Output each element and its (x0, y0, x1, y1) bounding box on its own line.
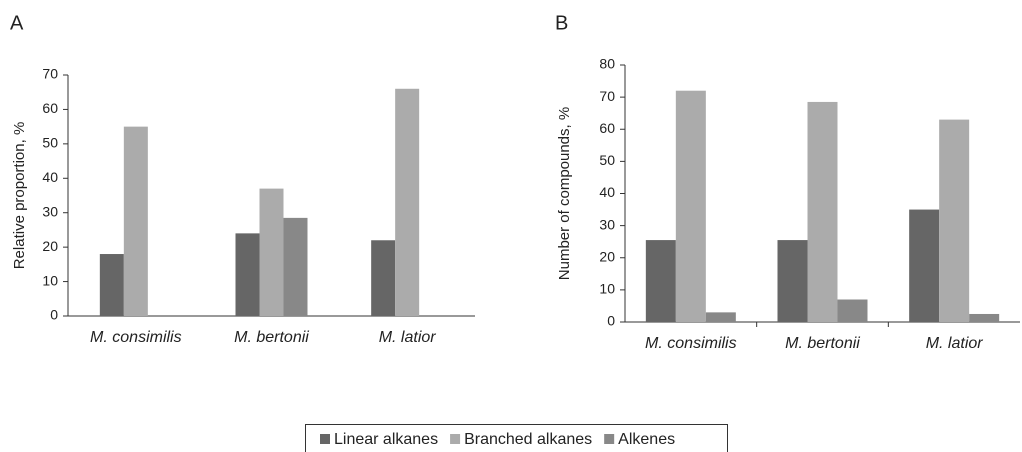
y-tick-label: 60 (599, 120, 615, 136)
x-tick-label: M. latior (379, 329, 437, 346)
bar (371, 240, 396, 316)
bar (777, 240, 808, 322)
bar (939, 119, 970, 322)
y-tick-label: 70 (599, 88, 615, 104)
x-tick-label: M. consimilis (645, 335, 737, 352)
y-tick-label: 70 (42, 66, 58, 82)
y-tick-label: 50 (599, 152, 615, 168)
y-tick-label: 20 (42, 238, 58, 254)
y-tick-label: 30 (599, 216, 615, 232)
y-tick-label: 40 (599, 184, 615, 200)
panel-label: B (555, 12, 568, 34)
bar (645, 240, 676, 322)
y-tick-label: 0 (607, 313, 615, 329)
legend-label: Linear alkanes (334, 431, 438, 448)
bar (807, 101, 838, 322)
y-tick-label: 60 (42, 100, 58, 116)
bar (969, 313, 1000, 322)
y-axis-title: Number of compounds, % (556, 107, 573, 280)
y-axis-title: Relative proportion, % (11, 122, 28, 270)
legend-swatch (450, 434, 461, 444)
bar (395, 88, 420, 317)
y-tick-label: 0 (50, 307, 58, 323)
y-tick-label: 20 (599, 248, 615, 264)
bar (235, 233, 260, 316)
panel-label: A (10, 12, 24, 34)
legend-box (305, 424, 728, 452)
x-tick-label: M. latior (926, 335, 984, 352)
bar (99, 254, 124, 316)
x-tick-label: M. bertonii (234, 329, 309, 346)
x-tick-label: M. consimilis (90, 329, 182, 346)
y-tick-label: 50 (42, 135, 58, 151)
legend-label: Alkenes (618, 431, 675, 448)
bar (837, 299, 868, 322)
bar (259, 188, 284, 316)
y-tick-label: 10 (599, 281, 615, 297)
y-tick-label: 80 (599, 56, 615, 72)
bar (675, 90, 706, 322)
legend-swatch (604, 434, 615, 444)
y-tick-label: 40 (42, 169, 58, 185)
bar (123, 126, 148, 317)
bar (705, 312, 736, 322)
y-tick-label: 10 (42, 272, 58, 288)
y-tick-label: 30 (42, 203, 58, 219)
bar (909, 209, 940, 322)
x-tick-label: M. bertonii (785, 335, 860, 352)
legend-swatch (320, 434, 330, 444)
legend-label: Branched alkanes (464, 431, 592, 448)
bar (283, 217, 308, 316)
